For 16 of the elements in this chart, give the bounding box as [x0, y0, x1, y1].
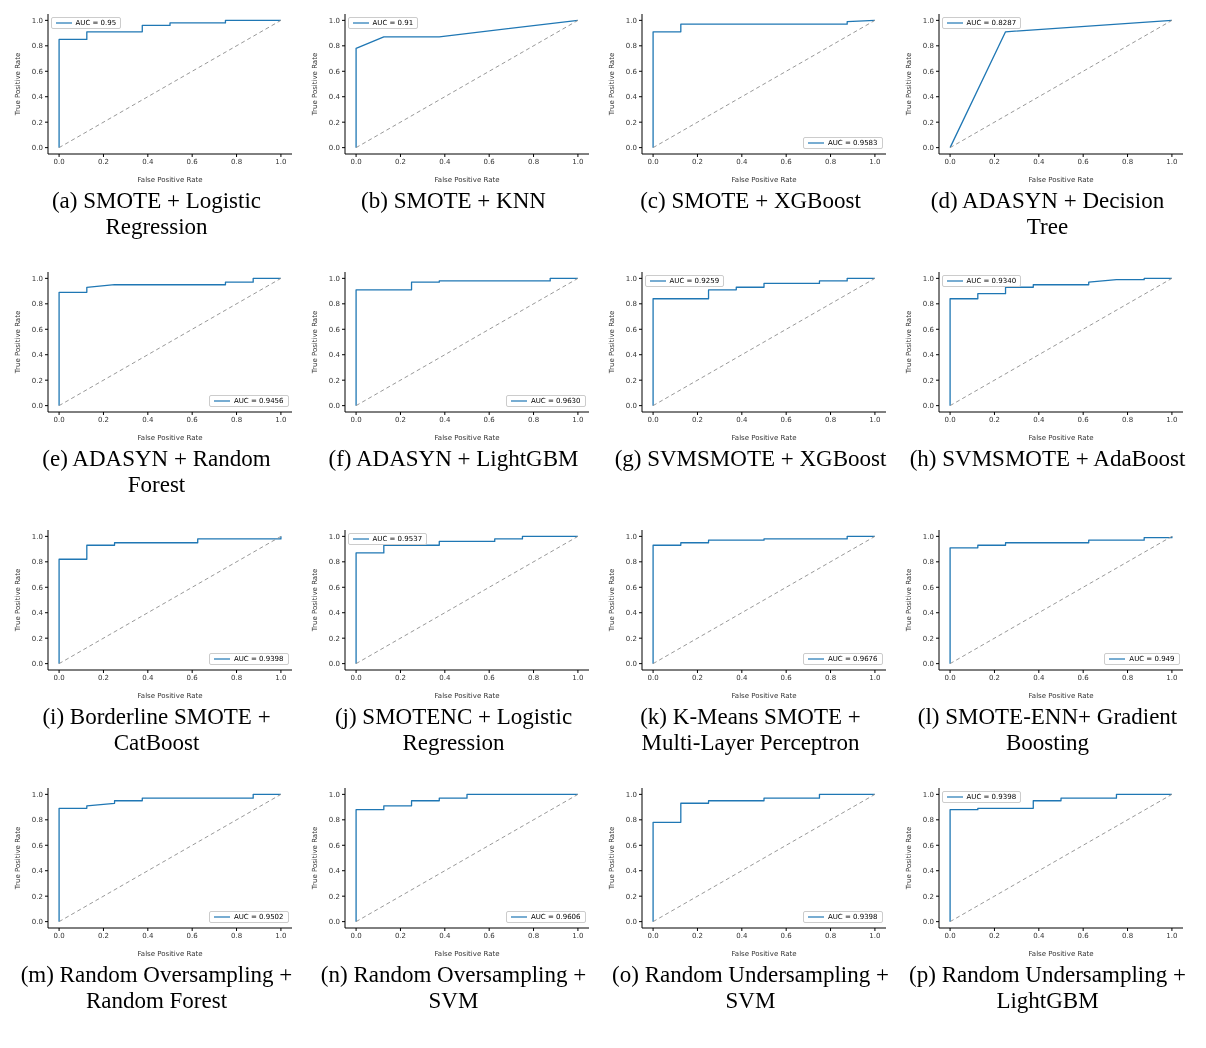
text: (g) SVMSMOTE + XGBoost	[613, 446, 888, 472]
text: (n) Random Oversampling + SVM	[319, 962, 588, 1014]
text: (a) SMOTE + Logistic Regression	[50, 188, 263, 240]
text: (m) Random Oversampling + Random Forest	[19, 962, 294, 1014]
text: (p) Random Undersampling + LightGBM	[908, 962, 1187, 1014]
text: (o) Random Undersampling + SVM	[611, 962, 890, 1014]
text: (j) SMOTENC + Logistic Regression	[333, 704, 574, 756]
text: (c) SMOTE + XGBoost	[639, 188, 862, 214]
text: (b) SMOTE + KNN	[360, 188, 547, 214]
text: (d) ADASYN + Decision Tree	[929, 188, 1166, 240]
text: (f) ADASYN + LightGBM	[327, 446, 580, 472]
text: (e) ADASYN + Random Forest	[41, 446, 272, 498]
text: (h) SVMSMOTE + AdaBoost	[908, 446, 1187, 472]
text: (i) Borderline SMOTE + CatBoost	[41, 704, 272, 756]
text: (l) SMOTE-ENN+ Gradient Boosting	[916, 704, 1179, 756]
text: (k) K-Means SMOTE + Multi-Layer Perceptron	[639, 704, 862, 756]
